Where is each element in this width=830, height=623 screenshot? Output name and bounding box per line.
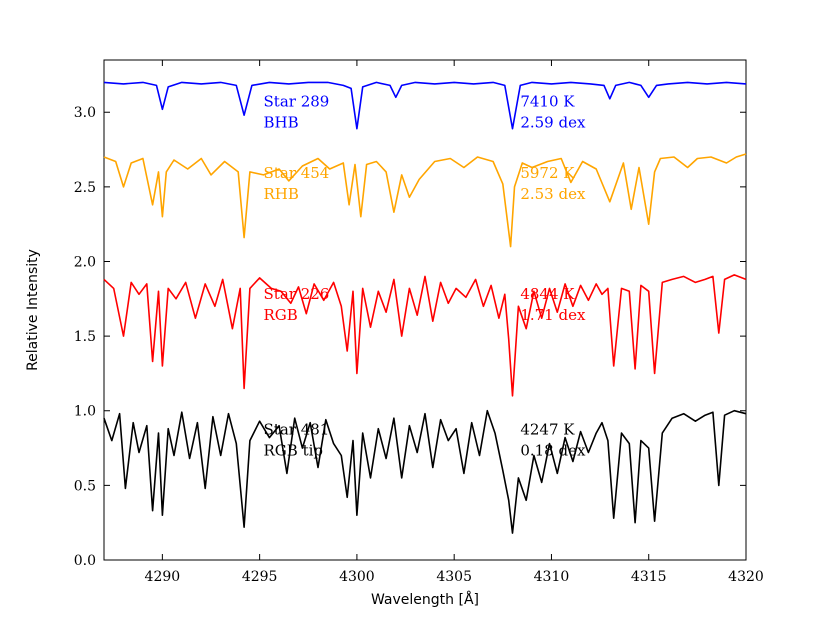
- plot-frame: [103, 59, 747, 561]
- star-id-label: Star 481: [264, 421, 330, 439]
- y-tick-label: 1.5: [74, 329, 96, 345]
- star-id-label: Star 289: [264, 92, 330, 110]
- x-tick-label: 4305: [436, 569, 472, 585]
- y-tick-label: 1.0: [74, 404, 96, 420]
- y-tick-label: 2.0: [74, 254, 96, 270]
- x-tick-label: 4310: [534, 569, 570, 585]
- star-type-label: RGB: [264, 306, 298, 324]
- annotations: Star 289 BHB 7410 K 2.59 dex Star 454 RHB 5972…: [264, 92, 586, 459]
- y-tick-label: 0.5: [74, 478, 96, 494]
- logg-label: 2.59 dex: [520, 113, 586, 131]
- star-id-label: Star 226: [264, 285, 330, 303]
- y-tick-label: 3.0: [74, 105, 96, 121]
- star-type-label: RGB tip: [264, 442, 324, 460]
- star-type-label: BHB: [264, 113, 299, 131]
- series-line: [103, 409, 747, 534]
- y-axis-label: Relative Intensity: [25, 249, 41, 371]
- y-axis: 0.0 0.5 1.0 1.5 2.0 2.5 3.0: [74, 105, 746, 569]
- star-id-label: Star 454: [264, 164, 330, 182]
- teff-label: 7410 K: [520, 92, 575, 110]
- y-tick-label: 0.0: [74, 553, 96, 569]
- x-tick-label: 4320: [728, 569, 764, 585]
- teff-label: 4247 K: [520, 421, 575, 439]
- series-line: [103, 274, 747, 397]
- series-line: [103, 81, 747, 130]
- x-tick-label: 4300: [339, 569, 375, 585]
- teff-label: 5972 K: [520, 164, 575, 182]
- x-tick-label: 4315: [631, 569, 667, 585]
- x-axis-label: Wavelength [Å]: [371, 591, 479, 608]
- x-tick-label: 4295: [242, 569, 278, 585]
- y-tick-label: 2.5: [74, 180, 96, 196]
- series-line: [103, 153, 747, 248]
- plot-area: Star 289 BHB 7410 K 2.59 dex Star 454 RHB 5972…: [103, 59, 747, 561]
- star-type-label: RHB: [264, 185, 299, 203]
- x-axis: 4290 4295 4300 4305 4310 4315 4320: [145, 60, 764, 585]
- x-tick-label: 4290: [145, 569, 181, 585]
- teff-label: 4844 K: [520, 285, 575, 303]
- logg-label: 0.18 dex: [520, 442, 586, 460]
- logg-label: 2.53 dex: [520, 185, 586, 203]
- logg-label: 1.71 dex: [520, 306, 586, 324]
- series-group: [103, 81, 747, 534]
